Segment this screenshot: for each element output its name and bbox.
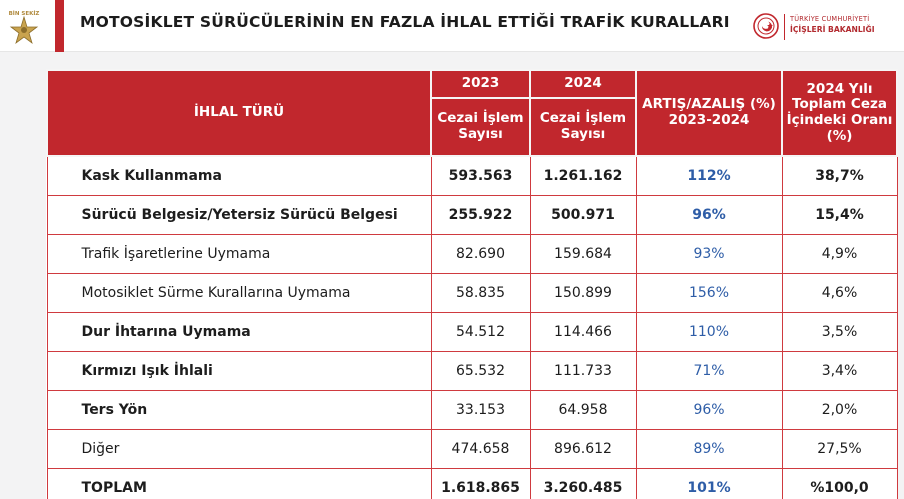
violation-name: Dur İhtarına Uymama (46, 312, 432, 352)
change-percent: 89% (635, 429, 783, 469)
value-2024: 150.899 (529, 273, 637, 313)
change-percent: 110% (635, 312, 783, 352)
violation-name: Diğer (46, 429, 432, 469)
share-percent: 3,5% (781, 312, 898, 352)
value-2023: 593.563 (430, 156, 531, 196)
table-row: Kırmızı Işık İhlali 65.532 111.733 71% 3… (46, 351, 898, 391)
table-row: Motosiklet Sürme Kurallarına Uymama 58.8… (46, 273, 898, 313)
violations-table: İHLAL TÜRÜ 2023 2024 ARTIŞ/AZALIŞ (%) 20… (46, 69, 898, 499)
value-2023: 1.618.865 (430, 468, 531, 499)
value-2023: 255.922 (430, 195, 531, 235)
col-2024-header: 2024 (529, 69, 637, 99)
change-percent: 93% (635, 234, 783, 274)
value-2024: 1.261.162 (529, 156, 637, 196)
accent-bar (55, 0, 64, 52)
table-row: Ters Yön 33.153 64.958 96% 2,0% (46, 390, 898, 430)
change-percent: 101% (635, 468, 783, 499)
value-2023: 33.153 (430, 390, 531, 430)
col-violation-header: İHLAL TÜRÜ (46, 69, 432, 157)
star-logo-icon: BİN SEKİZ (9, 10, 40, 45)
value-2023: 474.658 (430, 429, 531, 469)
value-2024: 64.958 (529, 390, 637, 430)
table-row: Dur İhtarına Uymama 54.512 114.466 110% … (46, 312, 898, 352)
change-percent: 96% (635, 195, 783, 235)
change-percent: 112% (635, 156, 783, 196)
violation-name: Ters Yön (46, 390, 432, 430)
table-row-total: TOPLAM 1.618.865 3.260.485 101% %100,0 (46, 468, 898, 499)
change-percent: 71% (635, 351, 783, 391)
col-2024-subheader: Cezai İşlem Sayısı (529, 97, 637, 157)
change-percent: 156% (635, 273, 783, 313)
value-2024: 114.466 (529, 312, 637, 352)
value-2024: 111.733 (529, 351, 637, 391)
share-percent: 3,4% (781, 351, 898, 391)
ministry-logo: TÜRKİYE CUMHURİYETİ İÇİŞLERİ BAKANLIĞI (752, 11, 897, 43)
violation-name: Motosiklet Sürme Kurallarına Uymama (46, 273, 432, 313)
share-percent: 4,6% (781, 273, 898, 313)
table-row: Diğer 474.658 896.612 89% 27,5% (46, 429, 898, 469)
violation-name: TOPLAM (46, 468, 432, 499)
share-percent: 2,0% (781, 390, 898, 430)
value-2024: 3.260.485 (529, 468, 637, 499)
value-2023: 54.512 (430, 312, 531, 352)
value-2024: 159.684 (529, 234, 637, 274)
col-share-header: 2024 Yılı Toplam Ceza İçindeki Oranı (%) (781, 69, 898, 157)
col-change-header: ARTIŞ/AZALIŞ (%) 2023-2024 (635, 69, 783, 157)
page-title: MOTOSİKLET SÜRÜCÜLERİNİN EN FAZLA İHLAL … (80, 13, 730, 31)
value-2023: 82.690 (430, 234, 531, 274)
ministry-line2: İÇİŞLERİ BAKANLIĞI (790, 25, 875, 34)
ministry-separator (784, 14, 785, 40)
table-row: Trafik İşaretlerine Uymama 82.690 159.68… (46, 234, 898, 274)
value-2024: 896.612 (529, 429, 637, 469)
share-percent: 27,5% (781, 429, 898, 469)
share-percent: 4,9% (781, 234, 898, 274)
ministry-line1: TÜRKİYE CUMHURİYETİ (790, 15, 870, 23)
col-2023-subheader: Cezai İşlem Sayısı (430, 97, 531, 157)
violation-name: Kask Kullanmama (46, 156, 432, 196)
value-2023: 58.835 (430, 273, 531, 313)
change-percent: 96% (635, 390, 783, 430)
violation-name: Kırmızı Işık İhlali (46, 351, 432, 391)
violation-name: Sürücü Belgesiz/Yetersiz Sürücü Belgesi (46, 195, 432, 235)
share-percent: 38,7% (781, 156, 898, 196)
ministry-seal-icon (753, 13, 779, 39)
logo-text: BİN SEKİZ (9, 10, 40, 17)
violation-name: Trafik İşaretlerine Uymama (46, 234, 432, 274)
table-row: Sürücü Belgesiz/Yetersiz Sürücü Belgesi … (46, 195, 898, 235)
page-header: BİN SEKİZ MOTOSİKLET SÜRÜCÜLERİNİN EN FA… (0, 0, 904, 52)
col-2023-header: 2023 (430, 69, 531, 99)
share-percent: 15,4% (781, 195, 898, 235)
logo: BİN SEKİZ (4, 8, 44, 46)
table-row: Kask Kullanmama 593.563 1.261.162 112% 3… (46, 156, 898, 196)
value-2023: 65.532 (430, 351, 531, 391)
value-2024: 500.971 (529, 195, 637, 235)
share-percent: %100,0 (781, 468, 898, 499)
